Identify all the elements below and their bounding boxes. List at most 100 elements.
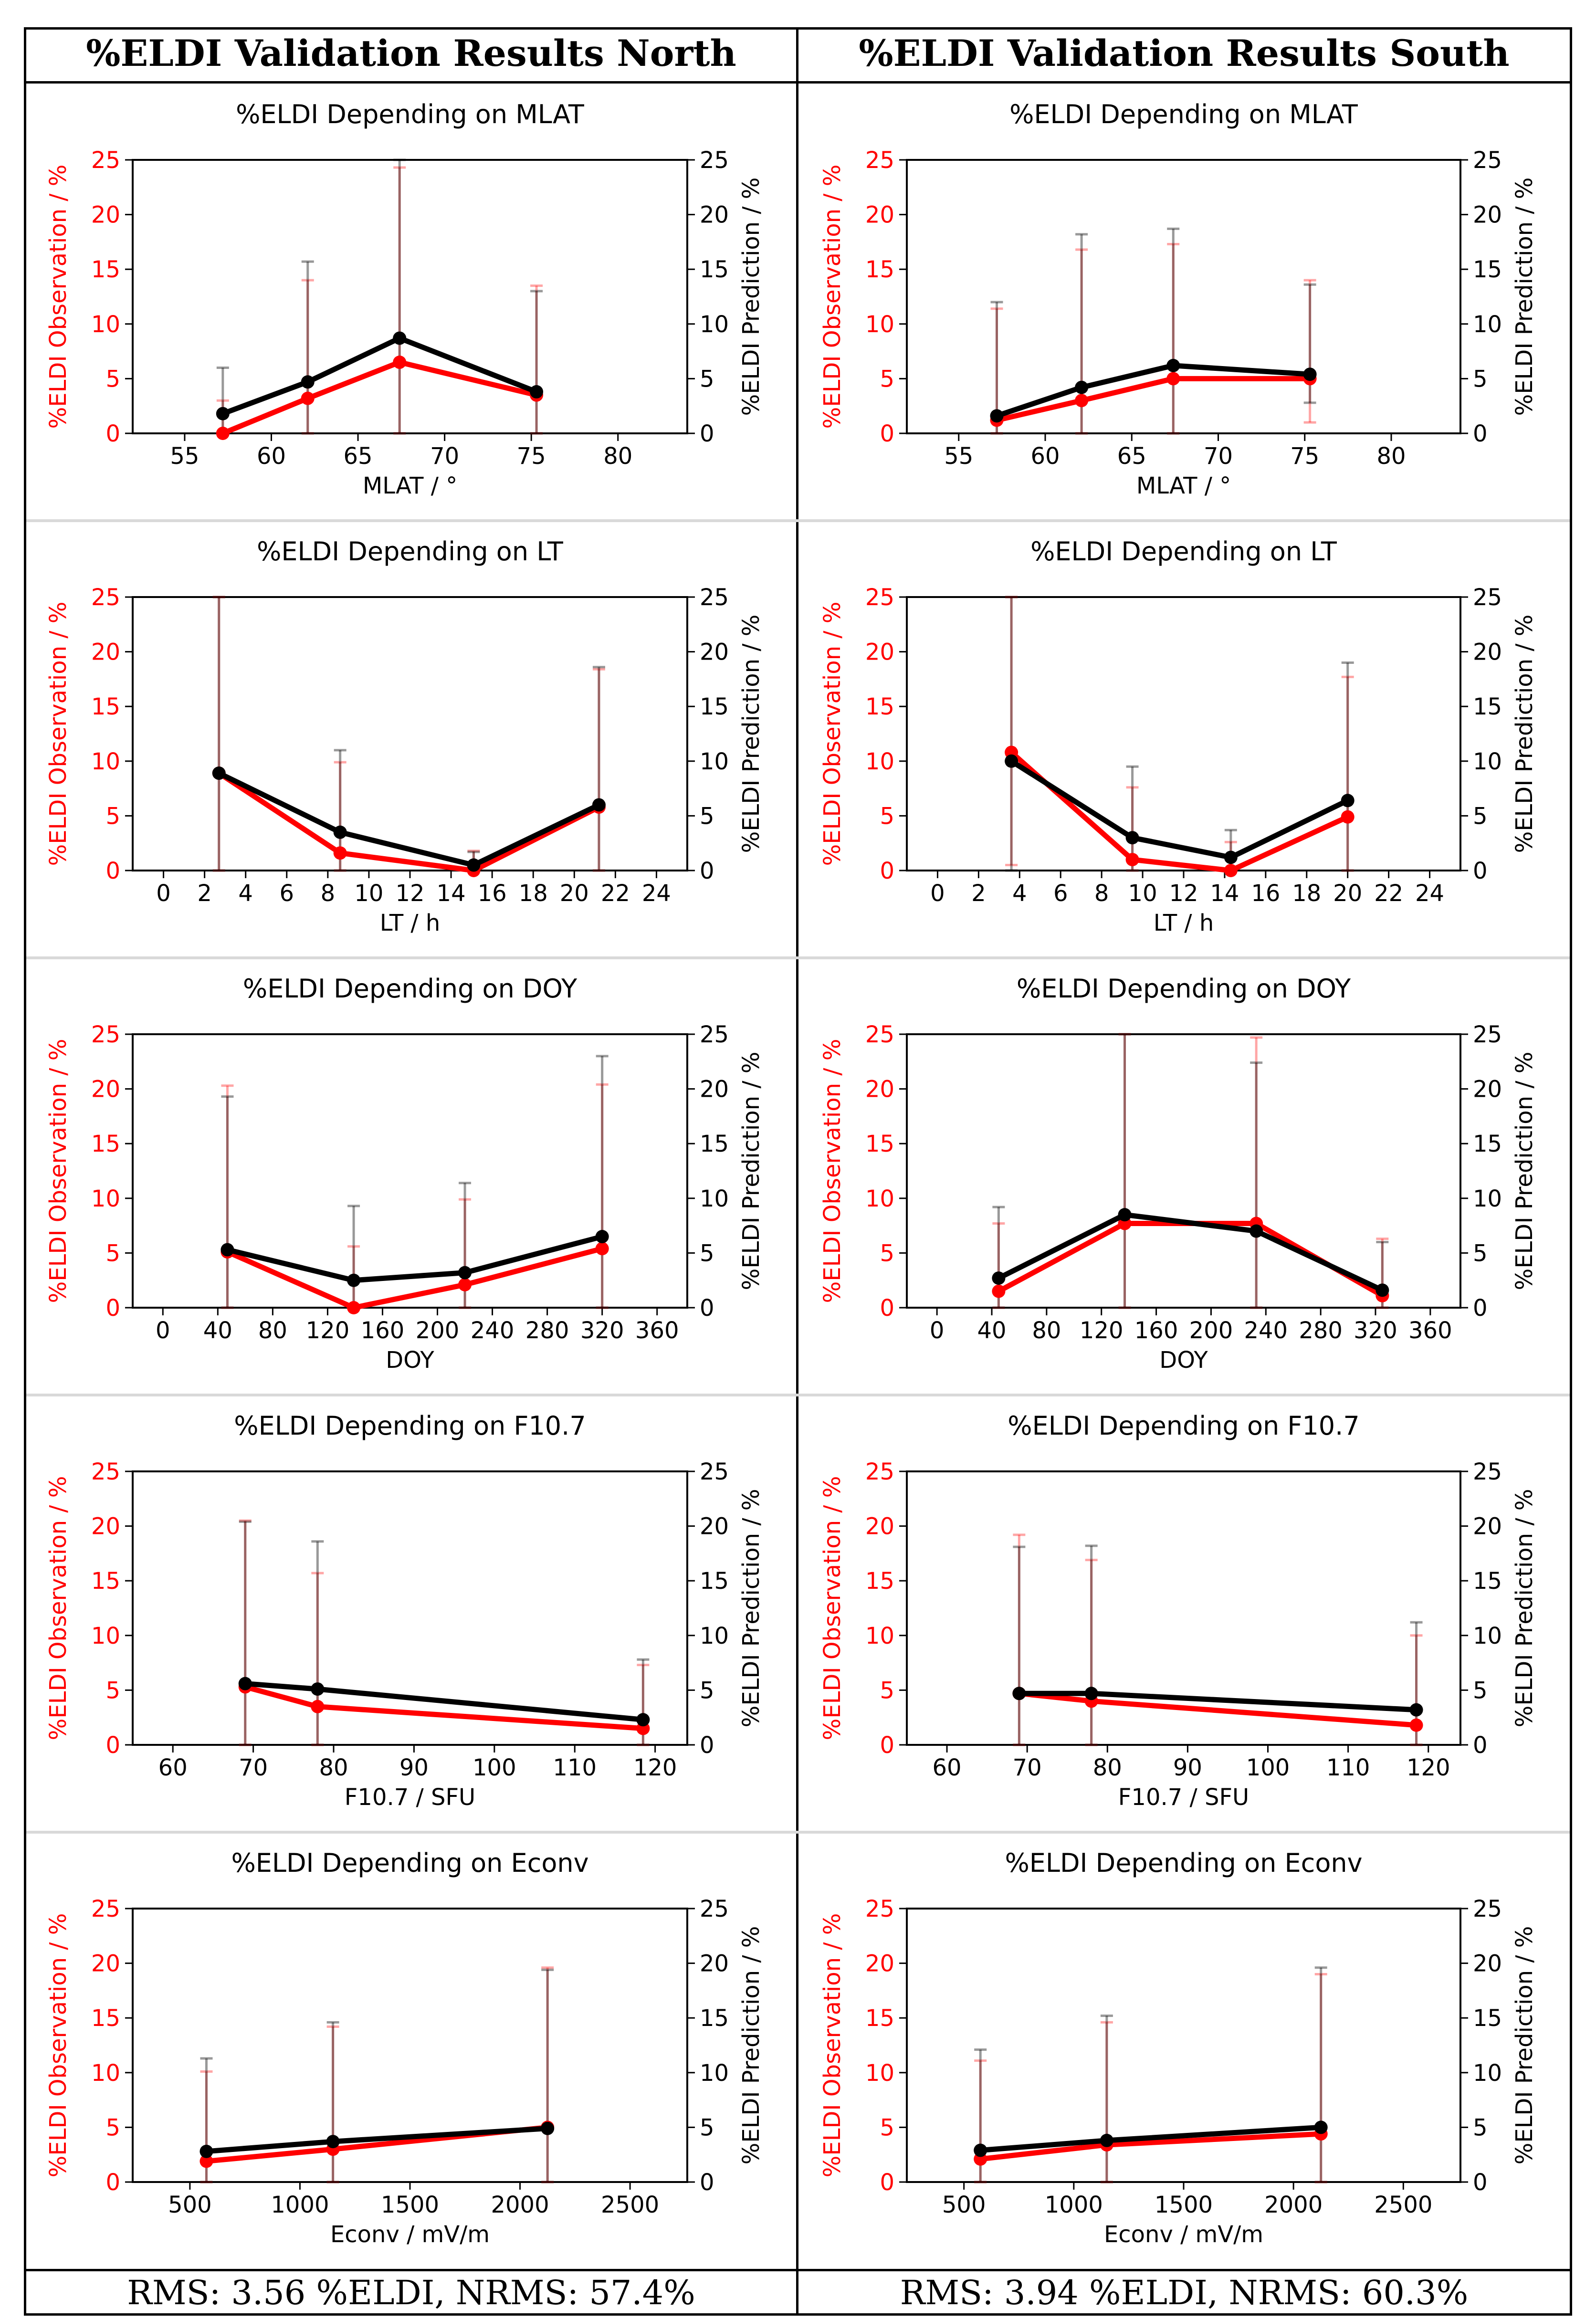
y-axis-label-left: %ELDI Observation / % (819, 1476, 846, 1741)
y-tick-label-right: 25 (1473, 1459, 1502, 1485)
y-tick-label-left: 15 (865, 1568, 894, 1595)
chart-title: %ELDI Depending on MLAT (1009, 99, 1358, 129)
y-tick-label-left: 25 (865, 1459, 894, 1485)
x-tick-label: 20 (1333, 880, 1362, 907)
prediction-point (220, 1243, 234, 1257)
y-axis-label-left: %ELDI Observation / % (45, 602, 72, 866)
x-tick-label: 20 (560, 880, 589, 907)
y-tick-label-right: 10 (700, 2060, 729, 2087)
x-tick-label: 500 (168, 2192, 212, 2218)
x-tick-label: 240 (471, 1317, 514, 1344)
y-tick-label-left: 10 (91, 1186, 120, 1212)
observation-point (1166, 372, 1180, 386)
x-tick-label: 120 (306, 1317, 350, 1344)
y-tick-label-right: 5 (700, 1240, 714, 1267)
y-axis-label-left: %ELDI Observation / % (45, 1476, 72, 1741)
x-tick-label: 360 (1408, 1317, 1452, 1344)
prediction-point (1224, 850, 1238, 864)
x-tick-label: 0 (930, 1317, 945, 1344)
x-tick-label: 40 (977, 1317, 1006, 1344)
prediction-point (541, 2121, 555, 2135)
y-tick-label-right: 0 (1473, 420, 1488, 447)
prediction-point (595, 1230, 609, 1244)
prediction-point (1100, 2133, 1113, 2147)
x-tick-label: 70 (1013, 1754, 1042, 1781)
prediction-point (326, 2135, 340, 2149)
x-tick-label: 1500 (1155, 2192, 1213, 2218)
y-tick-label-right: 20 (1473, 1513, 1502, 1540)
y-tick-label-left: 5 (880, 366, 894, 392)
observation-point (1075, 394, 1089, 408)
observation-point (1224, 864, 1238, 877)
x-tick-label: 80 (1376, 443, 1406, 470)
south-rms-summary: RMS: 3.94 %ELDI, NRMS: 60.3% (900, 2273, 1469, 2312)
x-axis-label: F10.7 / SFU (1118, 1784, 1249, 1811)
y-tick-label-left: 10 (865, 748, 894, 775)
prediction-point (467, 858, 481, 872)
y-tick-label-left: 15 (865, 2005, 894, 2032)
x-tick-label: 14 (437, 880, 466, 907)
x-tick-label: 18 (1292, 880, 1321, 907)
observation-point (458, 1278, 472, 1291)
x-tick-label: 18 (519, 880, 548, 907)
chart-title: %ELDI Depending on DOY (1017, 974, 1351, 1004)
y-tick-label-left: 0 (105, 1732, 120, 1759)
x-tick-label: 160 (1134, 1317, 1178, 1344)
x-tick-label: 12 (395, 880, 424, 907)
y-axis-label-right: %ELDI Prediction / % (738, 1926, 765, 2165)
prediction-point (1409, 1703, 1423, 1717)
x-tick-label: 24 (642, 880, 671, 907)
plot-frame (906, 1470, 1461, 1746)
x-tick-label: 0 (156, 1317, 170, 1344)
observation-point (1341, 810, 1354, 824)
prediction-line (206, 2126, 548, 2154)
y-tick-label-right: 15 (1473, 2005, 1502, 2032)
x-tick-label: 16 (1251, 880, 1280, 907)
prediction-line (221, 336, 538, 416)
y-tick-label-left: 20 (865, 1076, 894, 1103)
chart-north-doy: %ELDI Depending on DOY 0 0 5 5 10 10 15 15 20 20 25… (45, 974, 765, 1374)
prediction-line (997, 1212, 1384, 1293)
y-tick-label-left: 20 (865, 1951, 894, 1977)
x-tick-label: 110 (553, 1754, 597, 1781)
plot-frame (132, 1470, 688, 1746)
y-tick-label-left: 15 (865, 693, 894, 720)
prediction-point (1341, 794, 1354, 808)
plot-frame (132, 596, 688, 871)
y-tick-label-right: 10 (1473, 748, 1502, 775)
y-tick-label-right: 15 (700, 1131, 729, 1157)
x-tick-label: 60 (1030, 443, 1060, 470)
x-tick-label: 80 (258, 1317, 287, 1344)
observation-point (200, 2154, 213, 2168)
y-tick-label-left: 5 (105, 366, 120, 392)
y-axis-label-right: %ELDI Prediction / % (1511, 1052, 1538, 1291)
x-axis-label: DOY (1159, 1347, 1208, 1374)
y-tick-label-right: 25 (700, 1021, 729, 1048)
y-tick-label-left: 5 (880, 1240, 894, 1267)
y-tick-label-right: 5 (700, 2114, 714, 2141)
x-tick-label: 6 (280, 880, 294, 907)
y-tick-label-right: 15 (700, 1568, 729, 1595)
prediction-point (1376, 1283, 1389, 1297)
x-axis-label: MLAT / ° (1136, 472, 1231, 499)
prediction-point (636, 1713, 650, 1727)
x-tick-label: 2500 (601, 2192, 659, 2218)
y-tick-label-left: 20 (91, 1513, 120, 1540)
y-tick-label-right: 20 (700, 1513, 729, 1540)
y-tick-label-right: 10 (1473, 1186, 1502, 1212)
prediction-point (592, 798, 606, 812)
y-tick-label-left: 0 (105, 420, 120, 447)
x-axis-label: Econv / mV/m (330, 2221, 490, 2248)
x-tick-label: 80 (1032, 1317, 1061, 1344)
observation-line (997, 1221, 1384, 1298)
south-column-title: %ELDI Validation Results South (859, 32, 1510, 74)
x-tick-label: 2500 (1374, 2192, 1432, 2218)
x-tick-label: 80 (1093, 1754, 1122, 1781)
x-tick-label: 240 (1244, 1317, 1288, 1344)
prediction-point (974, 2143, 987, 2157)
chart-south-f107: %ELDI Depending on F10.7 0 0 5 5 10 10 15 15 20 20… (819, 1411, 1538, 1811)
y-tick-label-left: 15 (91, 2005, 120, 2032)
y-tick-label-left: 0 (880, 858, 894, 884)
